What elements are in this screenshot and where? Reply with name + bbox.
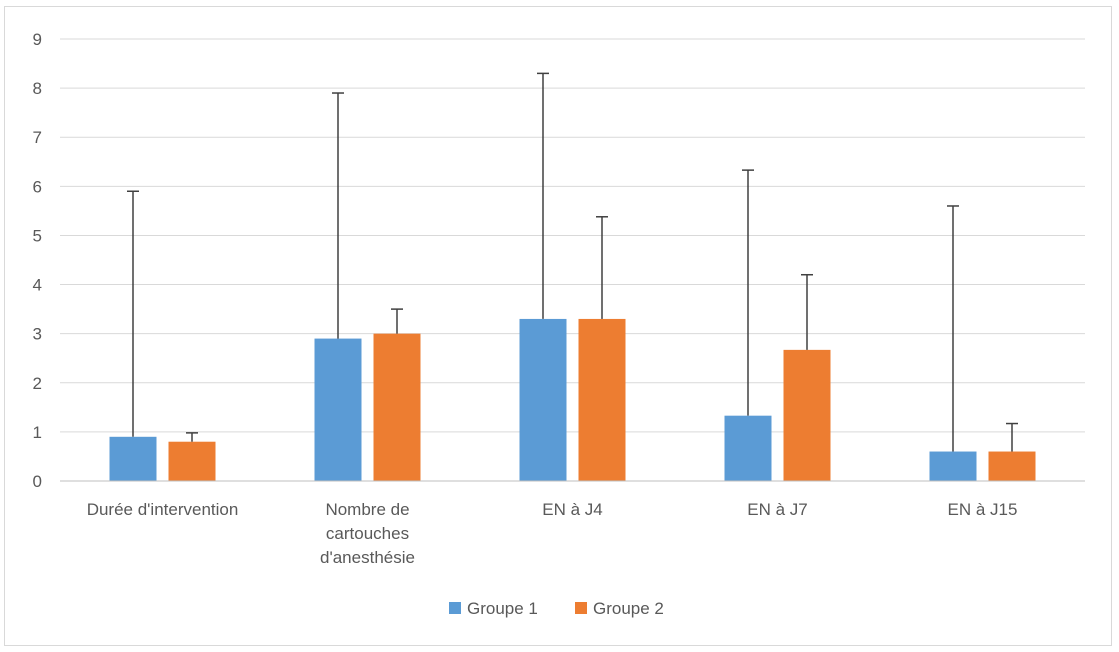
- bar-2-4: [783, 349, 831, 481]
- category-label: EN à J15: [948, 500, 1018, 519]
- category-label: d'anesthésie: [320, 548, 415, 567]
- bar-1-3: [519, 318, 567, 481]
- chart-frame: 0 1 2 3 4 5 6 7 8 9 Durée d'intervention Nombre de…: [4, 6, 1112, 646]
- category-label: EN à J4: [542, 500, 602, 519]
- y-tick-label: 3: [33, 325, 42, 344]
- y-tick-label: 6: [33, 177, 42, 196]
- y-tick-label: 2: [33, 374, 42, 393]
- error-bars: [127, 72, 1018, 452]
- y-tick-label: 0: [33, 472, 42, 491]
- y-tick-label: 5: [33, 226, 42, 245]
- legend-swatch-1: [449, 602, 461, 614]
- bar-1-5: [929, 451, 977, 481]
- bars: [109, 318, 1036, 481]
- legend: Groupe 1 Groupe 2: [449, 599, 664, 618]
- bar-1-4: [724, 415, 772, 481]
- bar-2-1: [168, 441, 216, 481]
- bar-chart: 0 1 2 3 4 5 6 7 8 9 Durée d'intervention Nombre de…: [33, 30, 1085, 618]
- category-label: Durée d'intervention: [87, 500, 239, 519]
- legend-swatch-2: [575, 602, 587, 614]
- y-tick-label: 4: [33, 276, 42, 295]
- bar-1-2: [314, 338, 362, 481]
- bar-2-3: [578, 318, 626, 481]
- x-axis-category-labels: Durée d'intervention Nombre de cartouches d…: [87, 500, 1018, 567]
- y-tick-label: 1: [33, 423, 42, 442]
- category-label: cartouches: [326, 524, 409, 543]
- bar-1-1: [109, 436, 157, 481]
- y-axis-tick-labels: 0 1 2 3 4 5 6 7 8 9: [33, 30, 42, 491]
- legend-label-1: Groupe 1: [467, 599, 538, 618]
- category-label: EN à J7: [747, 500, 807, 519]
- legend-label-2: Groupe 2: [593, 599, 664, 618]
- bar-2-5: [988, 451, 1036, 481]
- category-label: Nombre de: [325, 500, 409, 519]
- bar-2-2: [373, 333, 421, 481]
- y-tick-label: 8: [33, 79, 42, 98]
- grid-lines: [60, 38, 1085, 433]
- y-tick-label: 9: [33, 30, 42, 49]
- y-tick-label: 7: [33, 128, 42, 147]
